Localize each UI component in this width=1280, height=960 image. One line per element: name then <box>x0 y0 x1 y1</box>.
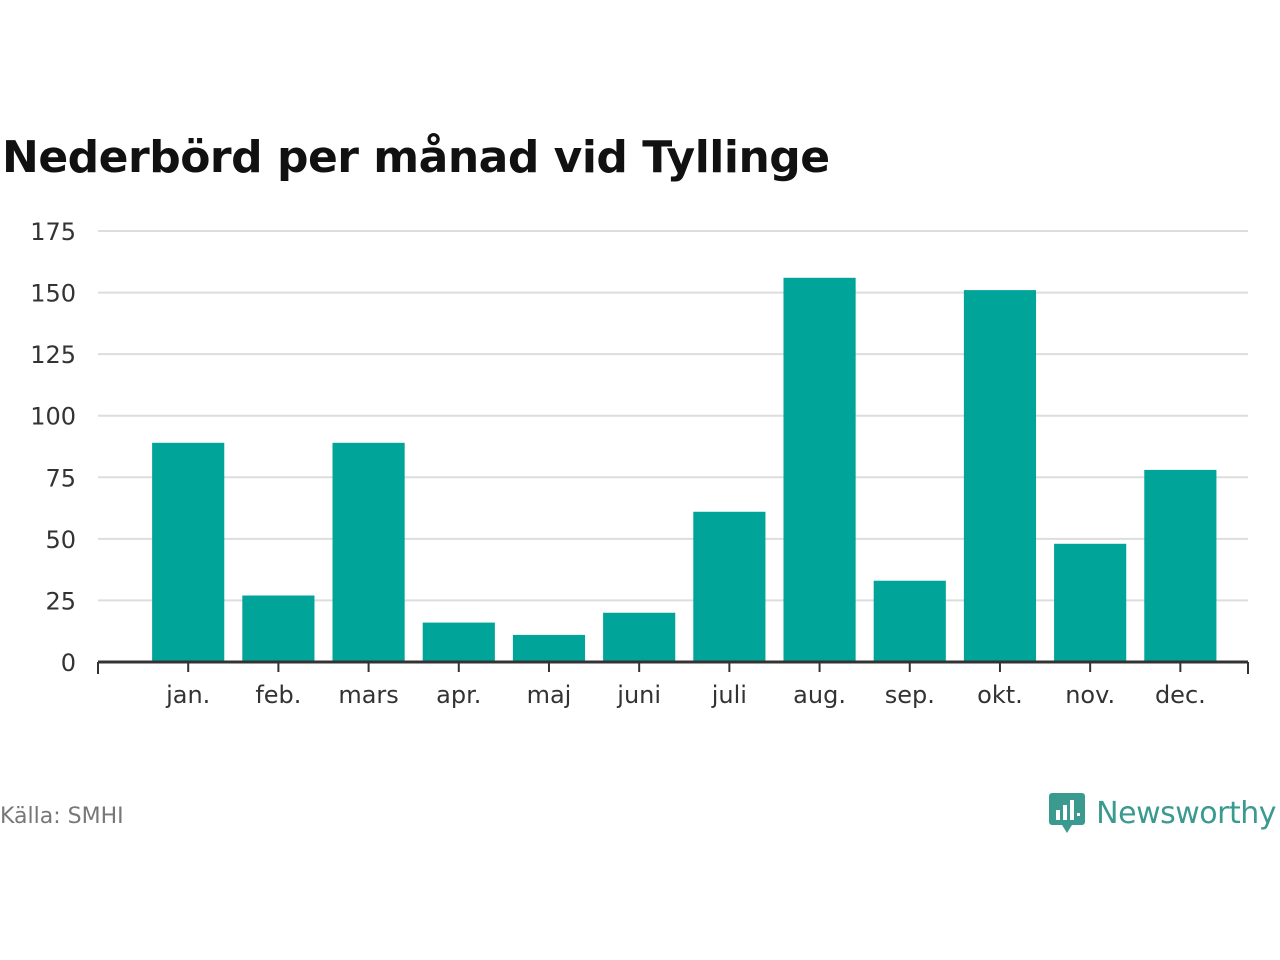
bars <box>152 277 1217 662</box>
y-tick-label: 150 <box>30 280 76 308</box>
bar-dec <box>1144 469 1217 662</box>
bar-maj <box>512 634 586 662</box>
y-tick-label: 75 <box>45 464 76 492</box>
x-tick-label: feb. <box>255 681 301 709</box>
bar-okt <box>963 290 1037 662</box>
y-tick-label: 100 <box>30 403 76 431</box>
bar-sep <box>873 580 946 662</box>
x-tick-label: maj <box>527 681 572 709</box>
bar-nov <box>1054 543 1127 662</box>
x-tick-label: juli <box>711 681 747 709</box>
chart-title: Nederbörd per månad vid Tyllinge <box>2 132 830 183</box>
x-tick-label: okt. <box>977 681 1023 709</box>
source-note: Källa: SMHI <box>0 804 124 829</box>
y-axis-ticks: 0 25 50 75 100 125 150 175 <box>30 218 76 677</box>
x-axis <box>97 660 1249 674</box>
bar-juni <box>603 612 676 662</box>
bar-juli <box>693 511 766 662</box>
y-tick-label: 0 <box>61 649 76 677</box>
bar-feb <box>242 595 315 662</box>
y-tick-label: 125 <box>30 341 76 369</box>
brand-logo: Newsworthy <box>1048 790 1276 836</box>
x-axis-ticks: jan. feb. mars apr. maj juni juli aug. sep. okt. n… <box>165 681 1206 709</box>
y-tick-label: 50 <box>45 526 76 554</box>
x-tick-label: apr. <box>436 681 481 709</box>
newsworthy-logo-icon <box>1049 793 1086 833</box>
bar-aug <box>783 277 856 662</box>
x-tick-label: jan. <box>165 681 210 709</box>
y-tick-label: 25 <box>45 587 76 615</box>
brand-name: Newsworthy <box>1096 795 1276 831</box>
y-tick-label: 175 <box>30 218 76 246</box>
bar-apr <box>422 622 495 662</box>
bar-jan <box>152 442 225 662</box>
bar-mars <box>332 442 405 662</box>
x-tick-label: dec. <box>1155 681 1206 709</box>
x-tick-label: juni <box>616 681 661 709</box>
x-tick-label: nov. <box>1065 681 1115 709</box>
x-tick-label: mars <box>338 681 398 709</box>
x-tick-label: sep. <box>885 681 935 709</box>
x-tick-label: aug. <box>793 681 846 709</box>
